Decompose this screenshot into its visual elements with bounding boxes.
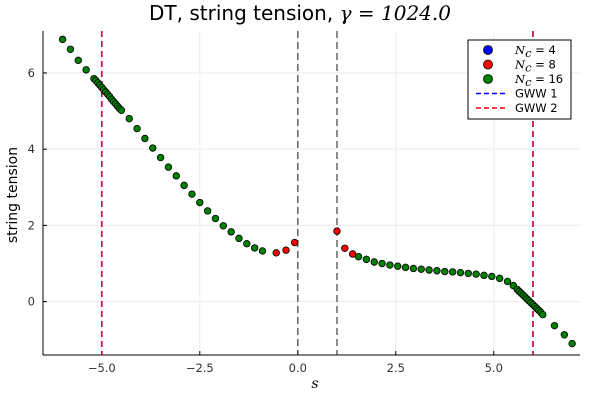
data-point xyxy=(219,222,228,230)
data-point xyxy=(441,267,449,276)
data-point xyxy=(117,106,126,114)
x-tick-label: −5.0 xyxy=(88,361,116,375)
data-point xyxy=(164,163,173,171)
data-point xyxy=(58,35,67,44)
data-point xyxy=(196,198,204,207)
legend-label-text: = 4 xyxy=(532,43,556,57)
legend-marker xyxy=(483,59,493,70)
data-point xyxy=(333,227,341,235)
legend-marker xyxy=(483,74,493,84)
data-point xyxy=(203,207,212,215)
data-point xyxy=(258,247,267,255)
legend-math-symbol: N xyxy=(514,58,526,72)
data-point xyxy=(480,271,488,280)
data-point xyxy=(386,261,394,269)
data-point xyxy=(417,265,425,273)
data-point xyxy=(425,266,433,274)
data-point xyxy=(495,274,504,283)
data-point xyxy=(341,244,349,252)
data-point xyxy=(156,153,165,162)
data-point xyxy=(448,268,457,276)
data-point xyxy=(172,172,180,180)
data-point xyxy=(433,267,441,275)
legend-label-text: = 8 xyxy=(532,58,556,72)
legend-math-symbol: N xyxy=(514,72,526,86)
data-point xyxy=(74,56,82,65)
data-point xyxy=(401,263,410,272)
data-point xyxy=(141,134,149,143)
data-point xyxy=(227,228,235,236)
data-point xyxy=(243,239,251,248)
data-point xyxy=(290,238,299,247)
data-point xyxy=(464,269,472,278)
data-point xyxy=(133,124,141,133)
y-tick-label: 2 xyxy=(28,218,35,232)
data-point xyxy=(125,114,133,123)
legend-label: Nc = 8 xyxy=(514,58,556,75)
data-point xyxy=(348,250,357,258)
x-tick-label: −2.5 xyxy=(186,361,214,375)
chart-title-text: DT, string tension, xyxy=(149,1,333,25)
data-point xyxy=(282,246,290,254)
data-point xyxy=(66,45,75,53)
data-point xyxy=(370,258,378,266)
chart-title: DT, string tension, γ = 1024.0 xyxy=(149,1,451,25)
legend-math-subscript: c xyxy=(525,61,532,75)
legend-label-text: = 16 xyxy=(532,72,564,86)
legend-math-subscript: c xyxy=(525,75,532,89)
data-point xyxy=(568,339,576,348)
legend-math-subscript: c xyxy=(525,46,532,60)
x-tick-label: 2.5 xyxy=(387,361,405,375)
data-point xyxy=(378,259,386,268)
x-tick-label: 0.0 xyxy=(289,361,307,375)
x-tick-label: 5.0 xyxy=(485,361,503,375)
data-point xyxy=(503,277,512,286)
data-point xyxy=(354,252,363,261)
chart-title-math: γ = 1024.0 xyxy=(340,1,452,25)
legend-label: Nc = 4 xyxy=(514,43,556,60)
data-point xyxy=(456,268,465,277)
data-point xyxy=(488,272,496,281)
data-point xyxy=(409,264,418,273)
x-axis-label: s xyxy=(311,376,318,392)
y-tick-label: 0 xyxy=(28,295,35,309)
data-point xyxy=(235,234,243,243)
data-point xyxy=(188,190,196,198)
data-point xyxy=(211,214,220,223)
data-point xyxy=(362,255,371,264)
legend-math-symbol: N xyxy=(514,43,526,57)
data-point xyxy=(180,181,188,190)
data-point xyxy=(539,310,547,319)
data-point xyxy=(394,262,402,270)
y-axis-label: string tension xyxy=(5,147,21,243)
data-point xyxy=(472,270,480,278)
data-point xyxy=(250,244,259,252)
legend-label: GWW 1 xyxy=(515,87,558,101)
data-point xyxy=(560,331,569,339)
y-tick-label: 4 xyxy=(28,142,35,156)
legend-label: Nc = 16 xyxy=(514,72,563,89)
legend-marker xyxy=(483,45,493,55)
y-tick-label: 6 xyxy=(28,66,35,80)
data-point xyxy=(272,249,280,257)
data-point xyxy=(149,144,157,152)
data-point xyxy=(550,321,559,330)
legend-label: GWW 2 xyxy=(515,101,558,115)
data-point xyxy=(82,66,90,74)
